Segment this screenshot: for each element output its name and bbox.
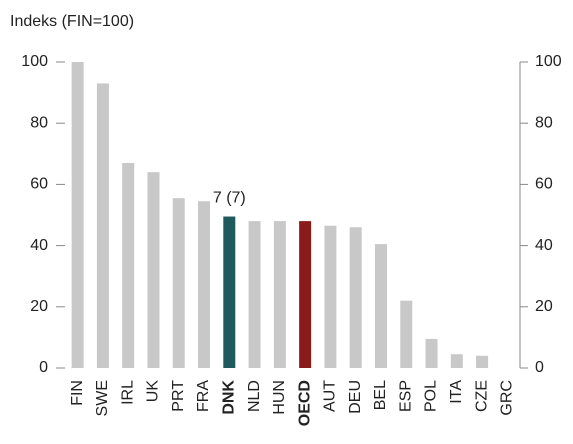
y2-tick-label: 40 (535, 237, 553, 254)
x-tick-label: UK (145, 380, 162, 403)
y-tick-label: 80 (30, 114, 48, 131)
x-tick-label: FRA (195, 380, 212, 412)
y-tick-label: 0 (39, 359, 48, 376)
y2-tick-label: 0 (535, 359, 544, 376)
bar (71, 62, 84, 368)
bar (122, 162, 135, 368)
y2-tick-label: 20 (535, 298, 553, 315)
x-tick-label: FIN (69, 380, 86, 406)
y2-tick-label: 100 (535, 53, 562, 70)
y-tick-label: 20 (30, 298, 48, 315)
bar (476, 355, 489, 368)
x-tick-label: CZE (473, 380, 490, 412)
x-tick-label: POL (423, 380, 440, 412)
bar (198, 201, 211, 368)
bar (324, 225, 337, 368)
bar (299, 221, 312, 368)
y-tick-label: 60 (30, 176, 48, 193)
x-tick-label: IRL (119, 380, 136, 405)
x-tick-label: OECD (296, 380, 313, 426)
x-tick-label: DNK (221, 380, 238, 415)
y2-tick-label: 60 (535, 176, 553, 193)
x-tick-label: BEL (372, 380, 389, 410)
bar (96, 83, 109, 369)
bar (450, 354, 463, 368)
x-tick-label: PRT (170, 380, 187, 412)
y-tick-label: 40 (30, 237, 48, 254)
y2-tick-label: 80 (535, 114, 553, 131)
x-tick-label: AUT (322, 380, 339, 412)
x-tick-label: ESP (397, 380, 414, 412)
x-tick-label: GRC (499, 380, 516, 416)
y-tick-label: 100 (21, 53, 48, 70)
bar (147, 172, 160, 368)
bar (172, 198, 185, 368)
annotation: 7 (7) (213, 190, 246, 207)
x-tick-label: HUN (271, 380, 288, 415)
x-tick-label: ITA (448, 380, 465, 404)
bar (248, 221, 261, 368)
bar (273, 221, 286, 368)
bar (425, 338, 438, 368)
bar (374, 244, 387, 368)
y-axis-label: Indeks (FIN=100) (10, 13, 134, 30)
x-tick-label: DEU (347, 380, 364, 414)
bar (223, 216, 236, 368)
x-tick-label: SWE (94, 380, 111, 416)
x-tick-label: NLD (246, 380, 263, 412)
bar (349, 227, 362, 368)
bar (400, 300, 413, 368)
